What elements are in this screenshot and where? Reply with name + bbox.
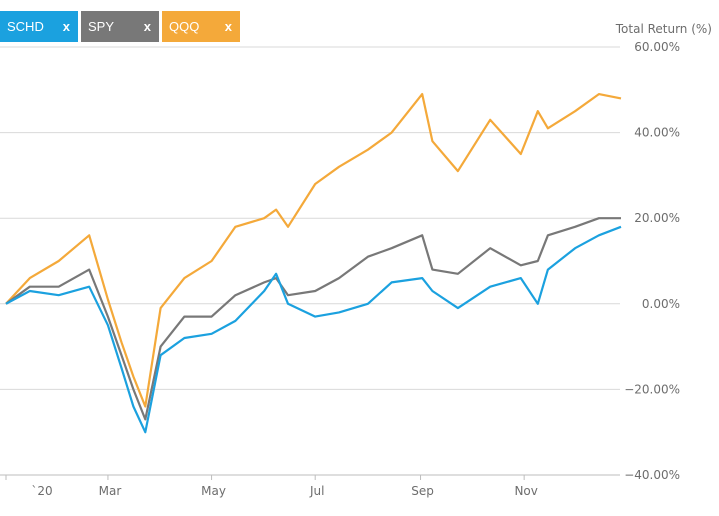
x-tick-label: Nov — [514, 484, 537, 498]
y-tick-label: −40.00% — [624, 468, 680, 482]
x-axis: `20 Mar May Jul Sep Nov — [5, 475, 538, 498]
y-axis-title: Total Return (%) — [615, 22, 712, 36]
y-axis: 60.00% 40.00% 20.00% 0.00% −20.00% −40.00% — [624, 40, 680, 482]
x-tick-label: Jul — [309, 484, 324, 498]
y-tick-label: 40.00% — [634, 126, 680, 140]
tab-qqq[interactable]: QQQ x — [162, 11, 240, 42]
remove-spy-button[interactable]: x — [143, 19, 151, 34]
x-tick-label: Mar — [99, 484, 122, 498]
series-tabs: SCHD x SPY x QQQ x — [0, 11, 240, 42]
tab-qqq-label: QQQ — [169, 19, 200, 34]
series-line-qqq — [5, 92, 622, 408]
tab-spy-label: SPY — [88, 19, 115, 34]
y-tick-label: −20.00% — [624, 382, 680, 396]
tab-spy[interactable]: SPY x — [81, 11, 159, 42]
series-lines — [5, 92, 622, 434]
tab-schd-label: SCHD — [7, 19, 44, 34]
y-tick-label: 60.00% — [634, 40, 680, 54]
x-tick-label: `20 — [31, 484, 52, 498]
series-line-schd — [5, 225, 622, 434]
y-tick-label: 20.00% — [634, 211, 680, 225]
remove-qqq-button[interactable]: x — [224, 19, 232, 34]
remove-schd-button[interactable]: x — [62, 19, 70, 34]
y-tick-label: 0.00% — [642, 297, 680, 311]
series-line-spy — [5, 217, 621, 421]
grid-lines — [0, 46, 620, 476]
x-tick-label: Sep — [411, 484, 434, 498]
tab-schd[interactable]: SCHD x — [0, 11, 78, 42]
x-tick-label: May — [201, 484, 226, 498]
